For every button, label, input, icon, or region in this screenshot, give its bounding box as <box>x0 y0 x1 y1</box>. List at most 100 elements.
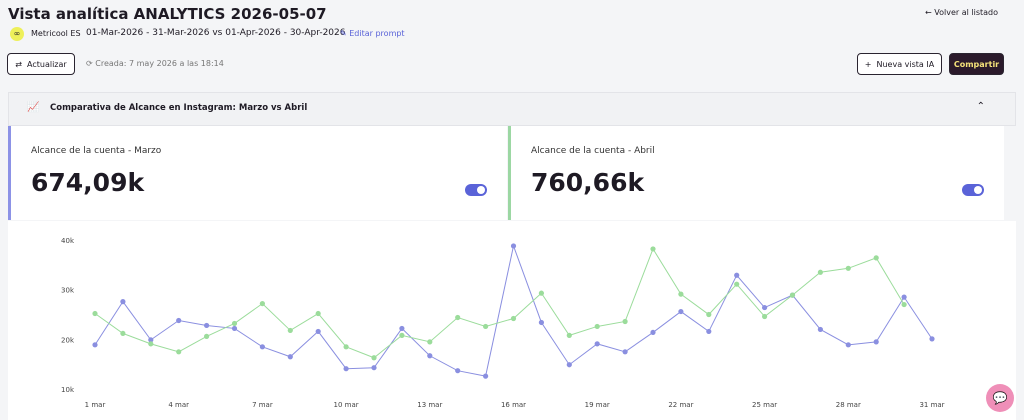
collapse-icon[interactable]: ⌃ <box>976 101 985 112</box>
data-point <box>706 328 712 335</box>
share-button[interactable]: Compartir <box>949 53 1004 75</box>
data-point <box>399 332 405 338</box>
data-point <box>873 339 879 345</box>
kpi-card: Alcance de la cuenta - Marzo 674,09k <box>8 126 507 220</box>
kpi-label: Alcance de la cuenta - Abril <box>531 146 655 156</box>
x-tick-label: 22 mar <box>668 401 693 409</box>
data-point <box>92 310 98 317</box>
y-tick-label: 40k <box>61 237 75 245</box>
edit-text: Editar prompt <box>349 29 405 38</box>
data-point <box>427 339 433 345</box>
data-point <box>259 344 265 350</box>
data-point <box>343 366 349 372</box>
data-point <box>817 269 824 275</box>
data-point <box>734 272 740 278</box>
data-point <box>566 332 572 338</box>
account-avatar: ∞ <box>10 27 24 41</box>
data-point <box>510 243 517 249</box>
toggle[interactable] <box>465 184 487 196</box>
new-view-button[interactable]: + Nueva vista IA <box>857 53 942 75</box>
data-point <box>92 342 98 348</box>
data-point <box>929 336 935 342</box>
refresh-text: Actualizar <box>27 59 67 69</box>
data-point <box>371 365 377 371</box>
data-point <box>538 290 545 296</box>
chat-button[interactable]: 💬 <box>986 384 1014 412</box>
data-point <box>678 291 684 297</box>
data-point <box>594 341 600 347</box>
x-tick-label: 16 mar <box>501 401 526 409</box>
x-tick-label: 25 mar <box>752 401 777 409</box>
data-point <box>204 322 210 329</box>
data-point <box>817 326 824 333</box>
kpi-card: Alcance de la cuenta - Abril 760,66k <box>508 126 1004 220</box>
x-tick-label: 1 mar <box>85 401 106 409</box>
data-point <box>120 299 126 305</box>
data-point <box>901 294 907 300</box>
data-point <box>483 373 489 379</box>
data-point <box>622 349 628 355</box>
x-tick-label: 31 mar <box>919 401 944 409</box>
data-point <box>343 344 349 350</box>
series-line <box>94 247 905 359</box>
data-point <box>622 318 628 325</box>
panel-header: 📈 Comparativa de Alcance en Instagram: M… <box>8 92 1016 126</box>
data-point <box>650 246 656 252</box>
data-point <box>315 310 321 317</box>
data-point <box>678 308 684 315</box>
x-tick-label: 13 mar <box>417 401 442 409</box>
back-link[interactable]: ← Volver al listado <box>925 8 998 17</box>
data-point <box>845 342 851 348</box>
kpi-value: 760,66k <box>531 168 645 197</box>
refresh-button[interactable]: ⇄ Actualizar <box>7 53 75 75</box>
toggle[interactable] <box>962 184 984 196</box>
date-range: 01-Mar-2026 - 31-Mar-2026 vs 01-Apr-2026… <box>86 28 346 38</box>
kpi-value: 674,09k <box>31 168 145 197</box>
data-point <box>120 330 126 337</box>
data-point <box>399 325 405 332</box>
edit-prompt[interactable]: ✎ Editar prompt <box>340 29 405 38</box>
kpi-label: Alcance de la cuenta - Marzo <box>31 146 162 156</box>
data-point <box>510 315 517 322</box>
x-tick-label: 4 mar <box>168 401 189 409</box>
data-point <box>231 325 238 332</box>
data-point <box>148 337 154 343</box>
y-tick-label: 30k <box>61 287 75 295</box>
data-point <box>762 304 768 311</box>
x-tick-label: 10 mar <box>334 401 359 409</box>
x-tick-label: 19 mar <box>585 401 610 409</box>
data-point <box>259 300 265 307</box>
data-point <box>873 255 879 261</box>
y-tick-label: 10k <box>61 386 75 394</box>
data-point <box>287 327 293 334</box>
data-point <box>315 328 321 335</box>
data-point <box>455 368 461 374</box>
data-point <box>455 314 461 321</box>
panel-title: Comparativa de Alcance en Instagram: Mar… <box>50 103 308 113</box>
created-text: Creada: 7 may 2026 a las 18:14 <box>95 59 224 68</box>
data-point <box>204 333 210 339</box>
back-text: Volver al listado <box>934 8 998 17</box>
data-point <box>789 292 796 298</box>
data-point <box>901 301 907 308</box>
data-point <box>483 323 489 330</box>
data-point <box>650 329 656 336</box>
page-title: Vista analítica ANALYTICS 2026-05-07 <box>8 5 327 23</box>
data-point <box>845 265 851 271</box>
panel-icon: 📈 <box>27 102 40 113</box>
created-info: ⟳ Creada: 7 may 2026 a las 18:14 <box>86 59 224 68</box>
data-point <box>566 362 572 368</box>
data-point <box>594 323 600 330</box>
account-name: Metricool ES <box>31 29 81 38</box>
data-point <box>231 320 238 327</box>
x-tick-label: 28 mar <box>836 401 861 409</box>
data-point <box>538 319 545 326</box>
data-point <box>762 313 768 320</box>
x-tick-label: 7 mar <box>252 401 273 409</box>
share-text: Compartir <box>953 59 1000 69</box>
data-point <box>706 311 712 318</box>
data-point <box>176 317 182 324</box>
data-point <box>427 353 433 359</box>
